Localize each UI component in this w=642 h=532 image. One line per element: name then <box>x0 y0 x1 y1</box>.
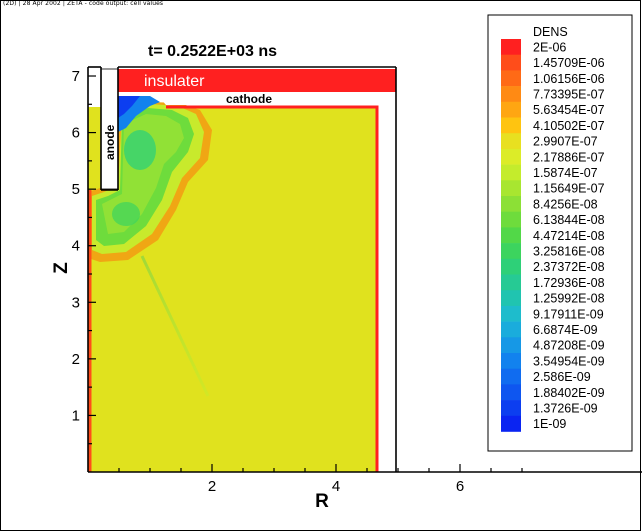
anode-label: anode <box>103 124 117 160</box>
colorbar-swatch <box>501 243 521 260</box>
colorbar-swatch <box>501 54 521 71</box>
colorbar-swatch <box>501 180 521 197</box>
colorbar-swatch <box>501 70 521 87</box>
colorbar-swatch <box>501 258 521 275</box>
colorbar-level-label: 1.06156E-06 <box>533 72 605 86</box>
density-field <box>88 96 379 472</box>
y-axis-title: Z <box>51 262 72 274</box>
colorbar-swatch <box>501 86 521 103</box>
colorbar-swatch <box>501 353 521 369</box>
colorbar-swatch <box>501 321 521 338</box>
colorbar-swatch <box>501 274 521 291</box>
colorbar-level-label: 5.63454E-07 <box>533 103 605 117</box>
colorbar-level-label: 1E-09 <box>533 417 566 431</box>
y-tick-label: 4 <box>72 238 80 255</box>
y-tick-label: 6 <box>72 125 80 142</box>
colorbar-level-label: 4.87208E-09 <box>533 339 605 353</box>
colorbar-swatch <box>501 133 521 150</box>
colorbar-swatch <box>501 305 521 322</box>
colorbar-level-label: 1.88402E-09 <box>533 386 605 400</box>
colorbar-swatch <box>501 290 521 307</box>
plasma-spot <box>124 130 156 170</box>
low-density-core <box>118 96 140 118</box>
colorbar: 2E-06 1.45709E-06 1.06156E-067.73395E-07 5.… <box>501 39 605 432</box>
x-tick-label: 4 <box>332 478 340 495</box>
colorbar-level-label: 1.25992E-08 <box>533 292 605 306</box>
colorbar-level-label: 4.10502E-07 <box>533 119 605 133</box>
x-tick-label: 2 <box>208 478 216 495</box>
colorbar-swatch <box>501 415 521 432</box>
cathode-label: cathode <box>226 92 272 106</box>
time-label: t= 0.2522E+03 ns <box>148 43 277 60</box>
colorbar-level-label: 1.5874E-07 <box>533 166 598 180</box>
colorbar-swatch <box>501 400 521 417</box>
cathode-boundary <box>166 105 379 472</box>
colorbar-level-label: 1.45709E-06 <box>533 56 605 70</box>
colorbar-level-label: 1.72936E-08 <box>533 276 605 290</box>
axis-tick-labels: 2 4 6 1 2 3 4 5 6 7 <box>72 68 465 495</box>
domain-outline <box>87 66 642 473</box>
colorbar-swatch <box>501 211 521 228</box>
colorbar-level-label: 2.9907E-07 <box>533 135 598 149</box>
colorbar-swatch <box>501 148 521 165</box>
colorbar-level-label: 3.25816E-08 <box>533 244 605 258</box>
axis-ticks <box>88 75 523 472</box>
x-tick-label: 6 <box>456 478 464 495</box>
x-axis-title: R <box>315 491 329 512</box>
colorbar-level-label: 1.3726E-09 <box>533 401 598 415</box>
colorbar-level-label: 9.17911E-09 <box>533 307 604 321</box>
colorbar-swatch <box>501 368 521 385</box>
density-streak <box>140 255 210 397</box>
colorbar-swatch <box>501 196 521 212</box>
colorbar-level-label: 2E-06 <box>533 40 566 54</box>
colorbar-level-label: 1.15649E-07 <box>533 182 605 196</box>
colorbar-level-label: 6.6874E-09 <box>533 323 598 337</box>
y-tick-label: 7 <box>72 68 80 85</box>
colorbar-level-label: 2.17886E-07 <box>533 150 605 164</box>
colorbar-swatch <box>501 117 521 134</box>
colorbar-swatch <box>501 227 521 244</box>
colorbar-swatch <box>501 384 521 401</box>
colorbar-swatch <box>501 39 521 55</box>
insulator-label: insulater <box>144 73 205 90</box>
colorbar-level-label: 2.586E-09 <box>533 370 591 384</box>
legend-title: DENS <box>533 25 568 39</box>
plasma-spot <box>112 202 140 226</box>
colorbar-level-label: 6.13844E-08 <box>533 213 605 227</box>
header-text: (2D) | 28 Apr 2002 | ZETA - code output:… <box>3 0 164 7</box>
colorbar-level-label: 4.47214E-08 <box>533 229 605 243</box>
colorbar-swatch <box>501 164 521 181</box>
y-tick-label: 1 <box>72 407 80 424</box>
colorbar-level-label: 3.54954E-09 <box>533 354 605 368</box>
colorbar-level-label: 7.73395E-07 <box>533 87 605 101</box>
y-tick-label: 2 <box>72 351 80 368</box>
cathode-tip <box>160 92 166 105</box>
colorbar-level-label: 2.37372E-08 <box>533 260 605 274</box>
colorbar-swatch <box>501 337 521 354</box>
colorbar-swatch <box>501 101 521 118</box>
y-tick-label: 3 <box>72 294 80 311</box>
y-tick-label: 5 <box>72 181 80 198</box>
colorbar-level-label: 8.4256E-08 <box>533 197 598 211</box>
insulator-region <box>118 69 396 92</box>
